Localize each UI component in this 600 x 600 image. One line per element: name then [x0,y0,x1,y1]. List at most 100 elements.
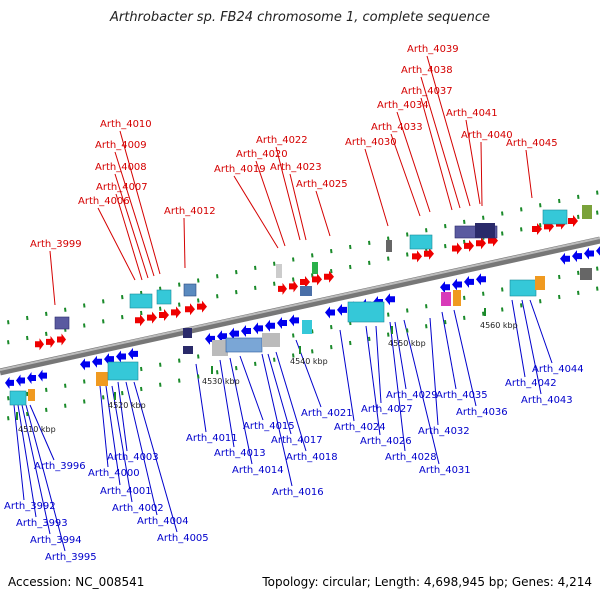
gene-label-arth-4033[interactable]: Arth_4033 [371,122,423,133]
gene-label-arth-4008[interactable]: Arth_4008 [95,162,147,173]
gene-label-arth-4006[interactable]: Arth_4006 [78,196,130,207]
gene-label-arth-4007[interactable]: Arth_4007 [96,182,148,193]
gene-label-arth-4037[interactable]: Arth_4037 [401,86,453,97]
feature-block [54,316,70,330]
gene-label-arth-4013[interactable]: Arth_4013 [214,448,266,459]
feature-block [9,390,27,406]
callout-line [29,404,55,461]
scale-tick [311,349,314,354]
callout-line [420,76,461,209]
gene-label-arth-4002[interactable]: Arth_4002 [112,503,164,514]
callout-line [389,321,406,452]
gene-label-arth-4022[interactable]: Arth_4022 [256,135,308,146]
gene-label-arth-4039[interactable]: Arth_4039 [407,44,459,55]
gene-label-arth-4034[interactable]: Arth_4034 [377,100,429,111]
kbp-label: 4540 kbp [290,357,328,366]
scale-tick [197,354,200,359]
scale-tick [197,374,200,379]
scale-tick [330,325,333,330]
scale-tick [444,223,447,229]
feature-block [262,333,280,347]
accession-text: Accession: NC_008541 [8,575,145,589]
gene-label-arth-4035[interactable]: Arth_4035 [436,390,488,401]
callout-line [255,160,286,247]
gene-label-arth-4036[interactable]: Arth_4036 [456,407,508,418]
callout-line [183,217,186,269]
gene-label-arth-3994[interactable]: Arth_3994 [30,535,82,546]
reverse-gene-arrow [128,347,138,360]
gene-label-arth-3996[interactable]: Arth_3996 [34,461,86,472]
reverse-gene-arrow [229,327,239,340]
reverse-gene-arrow [560,252,570,265]
gene-label-arth-4018[interactable]: Arth_4018 [286,452,338,463]
gene-label-arth-4000[interactable]: Arth_4000 [88,468,140,479]
gene-label-arth-4042[interactable]: Arth_4042 [505,378,557,389]
gene-label-arth-4012[interactable]: Arth_4012 [164,206,216,217]
gene-label-arth-4023[interactable]: Arth_4023 [270,162,322,173]
gene-label-arth-4019[interactable]: Arth_4019 [214,164,266,175]
gene-label-arth-4029[interactable]: Arth_4029 [386,390,438,401]
feature-block [276,264,282,278]
gene-label-arth-3999[interactable]: Arth_3999 [30,239,82,250]
gene-label-arth-4026[interactable]: Arth_4026 [360,436,412,447]
scale-tick [140,386,143,392]
callout-line [195,363,207,433]
gene-label-arth-3995[interactable]: Arth_3995 [45,552,97,563]
gene-label-arth-4017[interactable]: Arth_4017 [271,435,323,446]
scale-tick [235,365,238,371]
callout-line [125,381,158,516]
feature-block [509,279,537,297]
scale-labels: 4510 kbp 4520 kbp 4530 kbp 4540 kbp 4550 kbp… [16,308,518,434]
gene-label-arth-4004[interactable]: Arth_4004 [137,516,189,527]
forward-gene-arrow [35,338,44,351]
gene-label-arth-4045[interactable]: Arth_4045 [506,138,558,149]
callout-line [117,381,128,452]
gene-label-arth-4041[interactable]: Arth_4041 [446,108,498,119]
scale-tick [596,266,599,271]
scale-tick [482,291,485,296]
gene-label-arth-4024[interactable]: Arth_4024 [334,422,386,433]
reverse-gene-arrow [337,303,347,316]
gene-label-arth-4031[interactable]: Arth_4031 [419,465,471,476]
scale-tick [558,274,561,280]
gene-label-arth-4003[interactable]: Arth_4003 [107,452,159,463]
scale-tick [501,211,504,216]
scale-tick [254,361,257,367]
gene-label-arth-3993[interactable]: Arth_3993 [16,518,68,529]
scale-tick [425,324,428,329]
callout-line [529,299,553,364]
gene-label-arth-4016[interactable]: Arth_4016 [272,487,324,498]
gene-label-arth-4044[interactable]: Arth_4044 [532,364,584,375]
scale-tick [216,274,219,279]
gene-label-arth-3992[interactable]: Arth_3992 [4,501,56,512]
gene-label-arth-4014[interactable]: Arth_4014 [232,465,284,476]
gene-label-arth-4040[interactable]: Arth_4040 [461,130,513,141]
reverse-gene-arrow [277,317,287,330]
gene-label-arth-4038[interactable]: Arth_4038 [401,65,453,76]
callout-line [99,385,109,468]
gene-label-arth-4021[interactable]: Arth_4021 [301,408,353,419]
gene-label-arth-4043[interactable]: Arth_4043 [521,395,573,406]
gene-label-arth-4025[interactable]: Arth_4025 [296,179,348,190]
gene-label-arth-4020[interactable]: Arth_4020 [236,149,288,160]
scale-tick [387,256,390,261]
forward-gene-arrow [532,222,542,235]
gene-label-arth-4011[interactable]: Arth_4011 [186,433,238,444]
gene-label-arth-4027[interactable]: Arth_4027 [361,404,413,415]
callout-line [111,385,133,503]
gene-label-arth-4001[interactable]: Arth_4001 [100,486,152,497]
gene-label-arth-4030[interactable]: Arth_4030 [345,137,397,148]
scale-tick [349,264,352,270]
forward-gene-arrow [159,309,169,322]
gene-label-arth-4010[interactable]: Arth_4010 [100,119,152,130]
scale-tick [577,270,580,275]
gene-label-arth-4009[interactable]: Arth_4009 [95,140,147,151]
gene-label-arth-4015[interactable]: Arth_4015 [243,421,295,432]
feature-block [347,301,385,323]
gene-label-arth-4032[interactable]: Arth_4032 [418,426,470,437]
scale-tick [292,333,295,338]
reverse-gene-arrow [80,358,90,371]
scale-tick [349,244,352,250]
gene-label-arth-4028[interactable]: Arth_4028 [385,452,437,463]
gene-label-arth-4005[interactable]: Arth_4005 [157,533,209,544]
